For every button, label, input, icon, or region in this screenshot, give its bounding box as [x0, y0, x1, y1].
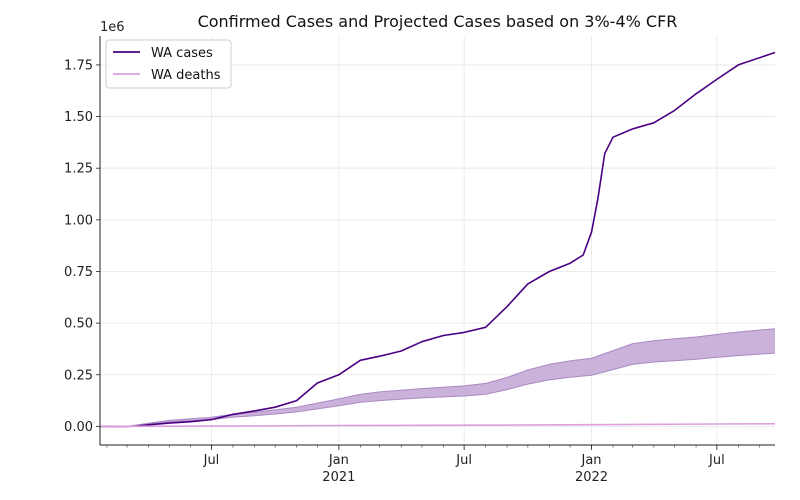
y-offset-label: 1e6 — [100, 20, 125, 35]
series-layer — [99, 51, 776, 428]
series-line-wa-cases — [100, 51, 776, 428]
y-tick-label: 0.50 — [64, 317, 93, 332]
x-tick-label: Jul — [708, 453, 725, 468]
x-tick-label: Jan — [581, 453, 602, 468]
legend-label-cases: WA cases — [151, 46, 213, 61]
projection-band — [100, 328, 775, 427]
x-tick-year-label: 2021 — [322, 470, 355, 485]
chart-title: Confirmed Cases and Projected Cases base… — [198, 12, 678, 31]
y-tick-label: 0.75 — [64, 265, 93, 280]
projection-band-upper-edge — [100, 328, 776, 427]
axes-layer — [99, 36, 775, 446]
legend-label-deaths: WA deaths — [151, 68, 221, 83]
projection-band-layer — [100, 328, 776, 427]
y-tick-label: 1.50 — [64, 110, 93, 125]
x-tick-label: Jul — [203, 453, 220, 468]
y-tick-label: 1.00 — [64, 213, 93, 228]
y-tick-label: 0.00 — [64, 420, 93, 435]
x-tick-year-label: 2022 — [575, 470, 608, 485]
series-line-wa-deaths — [99, 423, 776, 428]
y-tick-label: 0.25 — [64, 368, 93, 383]
ticks-layer: 0.00 0.25 0.50 0.75 1.00 1.25 1.50 1.75 Jul Jan 20… — [64, 58, 761, 485]
grid-layer — [100, 36, 775, 445]
x-tick-label: Jul — [455, 453, 472, 468]
y-tick-label: 1.25 — [64, 162, 93, 177]
x-tick-label: Jan — [328, 453, 349, 468]
y-tick-label: 1.75 — [64, 58, 93, 73]
legend: WA cases WA deaths — [105, 39, 232, 89]
